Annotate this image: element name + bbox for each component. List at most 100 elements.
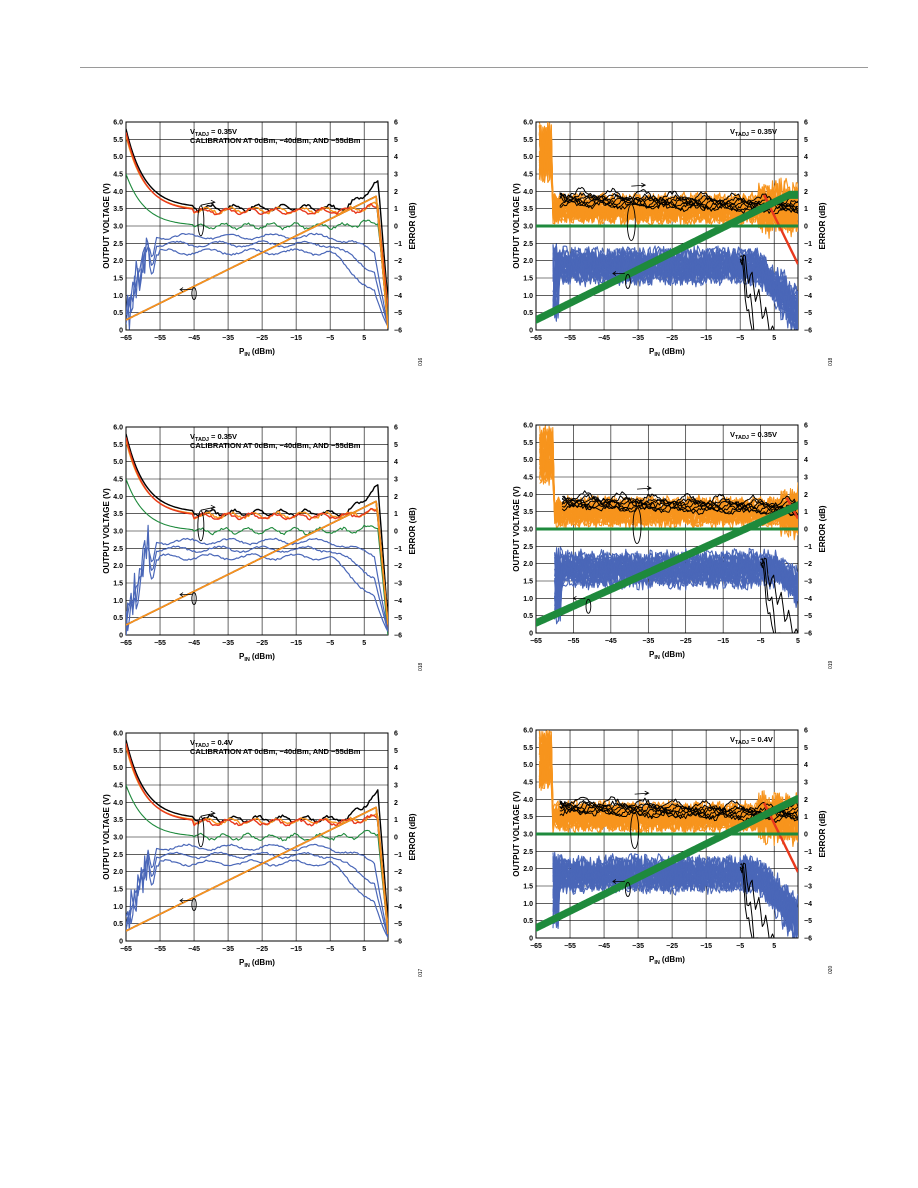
y2-axis-title: ERROR (dB) bbox=[408, 202, 417, 249]
error-black-trace bbox=[561, 494, 798, 513]
y2-tick-label: 3 bbox=[394, 477, 398, 484]
error-series-loop bbox=[632, 507, 642, 544]
y2-tick-label: −4 bbox=[804, 293, 812, 300]
y-tick-label: 2.5 bbox=[113, 241, 123, 248]
error-black bbox=[126, 128, 388, 303]
x-tick-label: −5 bbox=[757, 638, 765, 645]
vtadj-label: VTADJ = 0.4V bbox=[190, 738, 233, 749]
y-tick-label: 0.5 bbox=[113, 921, 123, 928]
error-orange-trace bbox=[539, 434, 798, 520]
y-tick-label: 0 bbox=[119, 328, 123, 335]
left-arrow bbox=[179, 592, 193, 597]
y-axis-title: OUTPUT VOLTAGE (V) bbox=[512, 183, 521, 269]
chart-c1: 0 0.5 1.0 1.5 2.0 2.5 3.0 3.5 4.0 4.5 5.0 5.5 6.0 −6 −… bbox=[100, 112, 450, 374]
error-red bbox=[126, 132, 388, 313]
x-tick-label: 5 bbox=[362, 946, 366, 953]
y2-tick-label: 6 bbox=[804, 120, 808, 127]
error-blue bbox=[126, 851, 388, 938]
right-arrow bbox=[200, 504, 216, 511]
error-black bbox=[126, 433, 388, 622]
x-tick-label: −55 bbox=[567, 638, 579, 645]
vtadj-value: = 0.35V bbox=[751, 430, 777, 439]
x-tick-label: −35 bbox=[222, 640, 234, 647]
y2-tick-label: 0 bbox=[804, 832, 808, 839]
vout-band bbox=[536, 501, 798, 628]
x-axis-title-suffix: (dBm) bbox=[662, 955, 685, 964]
y2-tick-label: −6 bbox=[804, 328, 812, 335]
x-tick-label: −55 bbox=[564, 335, 576, 342]
x-axis-title-suffix: (dBm) bbox=[252, 347, 275, 356]
vtadj-sub: TADJ bbox=[735, 132, 749, 138]
y2-tick-label: −1 bbox=[394, 241, 402, 248]
x-tick-label: −5 bbox=[326, 640, 334, 647]
y-tick-label: 1.5 bbox=[113, 276, 123, 283]
y2-tick-label: 5 bbox=[394, 748, 398, 755]
y-tick-label: 1.0 bbox=[523, 293, 533, 300]
y2-tick-label: 6 bbox=[804, 423, 808, 430]
vtadj-value: = 0.35V bbox=[751, 127, 777, 136]
vout-band bbox=[536, 190, 798, 325]
x-tick-label: −25 bbox=[256, 335, 268, 342]
x-axis-title: PIN (dBm) bbox=[649, 650, 685, 661]
vtadj-sub: TADJ bbox=[735, 740, 749, 746]
y-tick-label: 4.5 bbox=[523, 780, 533, 787]
y-tick-label: 1.5 bbox=[523, 884, 533, 891]
y-tick-label: 5.0 bbox=[113, 459, 123, 466]
x-tick-label: −65 bbox=[120, 640, 132, 647]
error-series-loop bbox=[197, 205, 205, 237]
vout-series-loop bbox=[625, 882, 631, 897]
x-axis-title-suffix: (dBm) bbox=[252, 958, 275, 967]
y2-tick-label: −5 bbox=[804, 310, 812, 317]
y-tick-label: 4.5 bbox=[113, 172, 123, 179]
error-black-trace bbox=[559, 192, 798, 211]
y-tick-label: 1.0 bbox=[113, 904, 123, 911]
x-tick-label: −65 bbox=[530, 335, 542, 342]
error-orange-trace bbox=[538, 127, 798, 223]
x-axis-title: PIN (dBm) bbox=[239, 347, 275, 358]
error-blue bbox=[126, 237, 388, 330]
y-tick-label: 2.0 bbox=[523, 561, 533, 568]
x-tick-label: −5 bbox=[736, 335, 744, 342]
vout-line bbox=[126, 806, 388, 935]
x-axis-title-sub: IN bbox=[654, 655, 660, 661]
x-tick-label: −35 bbox=[222, 946, 234, 953]
error-blue-trace bbox=[552, 245, 798, 309]
plot-area bbox=[536, 122, 798, 330]
y-tick-label: 2.5 bbox=[523, 544, 533, 551]
y2-tick-label: 3 bbox=[804, 780, 808, 787]
y2-axis-title: ERROR (dB) bbox=[818, 810, 827, 857]
plot-area bbox=[536, 425, 798, 633]
y2-tick-label: −5 bbox=[394, 615, 402, 622]
y2-tick-label: 1 bbox=[804, 814, 808, 821]
error-green bbox=[126, 478, 388, 635]
y-tick-label: 2.0 bbox=[113, 258, 123, 265]
x-tick-label: −45 bbox=[598, 335, 610, 342]
y-tick-label: 0 bbox=[529, 631, 533, 638]
x-tick-label: −65 bbox=[120, 946, 132, 953]
chart-c6: 0 0.5 1.0 1.5 2.0 2.5 3.0 3.5 4.0 4.5 5.0 5.5 6.0 −6 −… bbox=[510, 720, 860, 982]
right-arrow bbox=[634, 790, 650, 796]
x-tick-label: −25 bbox=[666, 943, 678, 950]
y2-tick-label: 4 bbox=[804, 154, 808, 161]
y2-tick-label: 1 bbox=[394, 511, 398, 518]
y-tick-label: 5.5 bbox=[523, 440, 533, 447]
y2-tick-label: 5 bbox=[804, 137, 808, 144]
chart-svg: 0 0.5 1.0 1.5 2.0 2.5 3.0 3.5 4.0 4.5 5.0 5.5 6.0 −6 −… bbox=[512, 728, 834, 975]
error-blue bbox=[126, 232, 388, 327]
x-tick-label: 5 bbox=[362, 640, 366, 647]
y2-tick-label: 2 bbox=[394, 494, 398, 501]
error-blue bbox=[126, 537, 388, 632]
y2-tick-label: 5 bbox=[394, 137, 398, 144]
y2-tick-label: 3 bbox=[804, 475, 808, 482]
y-tick-label: 1.5 bbox=[523, 579, 533, 586]
y-tick-label: 0.5 bbox=[523, 613, 533, 620]
error-blue-trace bbox=[552, 853, 798, 930]
vtadj-label: VTADJ = 0.35V bbox=[190, 127, 237, 138]
y-tick-label: 4.5 bbox=[113, 477, 123, 484]
left-arrow bbox=[572, 596, 586, 601]
y-tick-label: 4.0 bbox=[523, 797, 533, 804]
x-tick-label: −5 bbox=[736, 943, 744, 950]
plot-frame bbox=[125, 426, 389, 636]
x-axis-title: PIN (dBm) bbox=[649, 955, 685, 966]
y2-tick-label: −3 bbox=[804, 276, 812, 283]
